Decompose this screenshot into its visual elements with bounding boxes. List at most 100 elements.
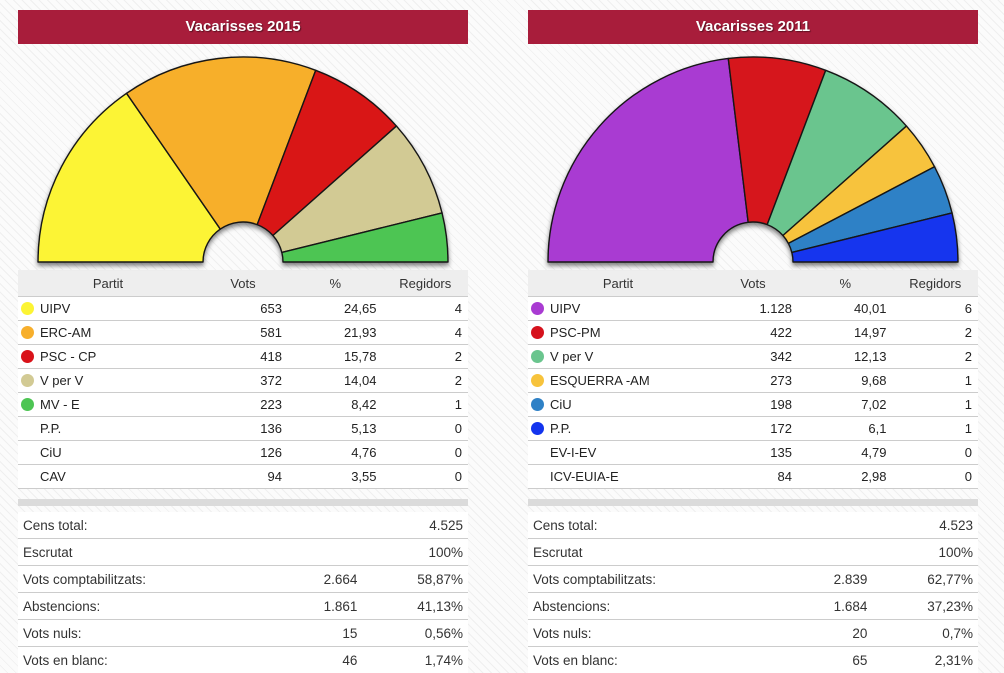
summary-row: Escrutat 100% [18,538,468,566]
summary-row: Abstencions: 1.684 37,23% [528,592,978,620]
summary-row: Abstencions: 1.861 41,13% [18,592,468,620]
summary-label: Vots nuls: [18,619,261,647]
party-cell: MV - E [18,392,198,417]
party-cell: CiU [528,392,708,417]
party-color-dot [21,350,34,363]
summary-row: Vots en blanc: 65 2,31% [528,646,978,673]
summary-label: Cens total: [533,517,598,533]
votes-value: 84 [708,464,798,489]
party-cell: PSC-PM [528,320,708,345]
party-color-dot [531,422,544,435]
seats-value: 0 [382,416,468,441]
party-results-table: Partit Vots % Regidors UIPV 653 24,65 4 ERC-… [18,270,468,489]
votes-value: 1.128 [759,301,792,316]
pct-value: 4,79 [798,440,893,465]
table-row: ICV-EUIA-E 84 2,98 0 [528,464,978,489]
seats-value: 2 [892,320,978,345]
party-name: CiU [40,445,62,460]
summary-label: Escrutat [18,538,261,566]
party-cell: PSC - CP [18,344,198,369]
col-header-vots: Vots [708,270,798,297]
summary-pct-value: 41,13% [357,592,468,620]
seats-value: 1 [382,392,468,417]
summary-row: Vots comptabilitzats: 2.839 62,77% [528,565,978,593]
summary-row: Escrutat 100% [528,538,978,566]
pct-value: 21,93 [288,320,383,345]
summary-pct-value: 62,77% [867,565,978,593]
summary-count-value: 15 [260,619,358,647]
summary-pct-value: 4.525 [429,517,463,533]
party-color-dot [21,374,34,387]
party-name: P.P. [40,421,62,436]
party-name: UIPV [550,301,581,316]
chart-slice-erc-am [125,56,317,230]
party-name: PSC-PM [550,325,601,340]
chart-slice-v-per-v [766,69,908,237]
col-header-regidors: Regidors [382,270,468,297]
party-cell: P.P. [528,416,708,441]
party-table-header-row: Partit Vots % Regidors [18,270,468,297]
votes-value: 653 [260,301,282,316]
summary-count-value: 1.861 [260,592,358,620]
party-name: V per V [550,349,594,364]
table-row: P.P. 172 6,1 1 [528,416,978,441]
col-header-partit: Partit [18,270,198,297]
seats-halfdonut-chart [547,56,959,263]
summary-label: Vots comptabilitzats: [528,565,771,593]
party-name: ERC-AM [40,325,92,340]
summary-count-value [261,512,358,539]
panel-title-bar: Vacarisses 2011 [528,10,978,44]
party-cell: UIPV [528,297,708,321]
party-results-table: Partit Vots % Regidors UIPV 1.128 40,01 6 PS… [528,270,978,489]
table-row: UIPV 653 24,65 4 [18,297,468,321]
summary-label: Abstencions: [18,592,261,620]
chart-slice-v-per-v [272,125,443,254]
party-color-dot [531,326,544,339]
party-color-dot [21,302,34,315]
votes-value: 94 [198,464,288,489]
chart-slice-uipv [37,92,221,263]
summary-count-value: 20 [770,619,868,647]
pct-value: 15,78 [288,344,383,369]
party-cell: V per V [18,368,198,393]
votes-value: 581 [198,320,288,345]
votes-value: 422 [708,320,798,345]
summary-count-value: 2.839 [770,565,868,593]
party-name: CiU [550,397,572,412]
party-cell: UIPV [18,297,198,321]
party-color-dot [531,398,544,411]
votes-value: 136 [198,416,288,441]
party-color-dot [21,446,34,459]
summary-count-value [260,538,358,566]
party-name: PSC - CP [40,349,97,364]
summary-row: Vots en blanc: 46 1,74% [18,646,468,673]
party-name: CAV [40,469,66,484]
party-color-dot [21,422,34,435]
summary-count-value: 2.664 [260,565,358,593]
summary-pct-value: 0,56% [357,619,468,647]
pct-value: 7,02 [798,392,893,417]
party-cell: V per V [528,344,708,369]
summary-pct-value: 0,7% [867,619,978,647]
party-name: EV-I-EV [550,445,597,460]
seats-value: 2 [382,368,468,393]
table-row: CiU 198 7,02 1 [528,392,978,417]
table-row: P.P. 136 5,13 0 [18,416,468,441]
table-row: UIPV 1.128 40,01 6 [528,297,978,321]
summary-label: Abstencions: [528,592,771,620]
table-row: CiU 126 4,76 0 [18,440,468,465]
panel-title: Vacarisses 2015 [185,18,301,35]
summary-pct-value: 1,74% [357,646,468,673]
party-color-dot [21,326,34,339]
party-color-dot [531,470,544,483]
turnout-summary-table: Cens total: 4.523 Escrutat 100% Vots comptab… [528,512,978,673]
col-header-partit: Partit [528,270,708,297]
election-panel: Vacarisses 2015 Partit Vots % Regidors U… [18,10,468,673]
table-row: V per V 372 14,04 2 [18,368,468,393]
votes-value: 418 [198,344,288,369]
summary-pct-value: 4.523 [939,517,973,533]
seats-value: 6 [964,301,972,316]
col-header-vots: Vots [198,270,288,297]
table-row: MV - E 223 8,42 1 [18,392,468,417]
